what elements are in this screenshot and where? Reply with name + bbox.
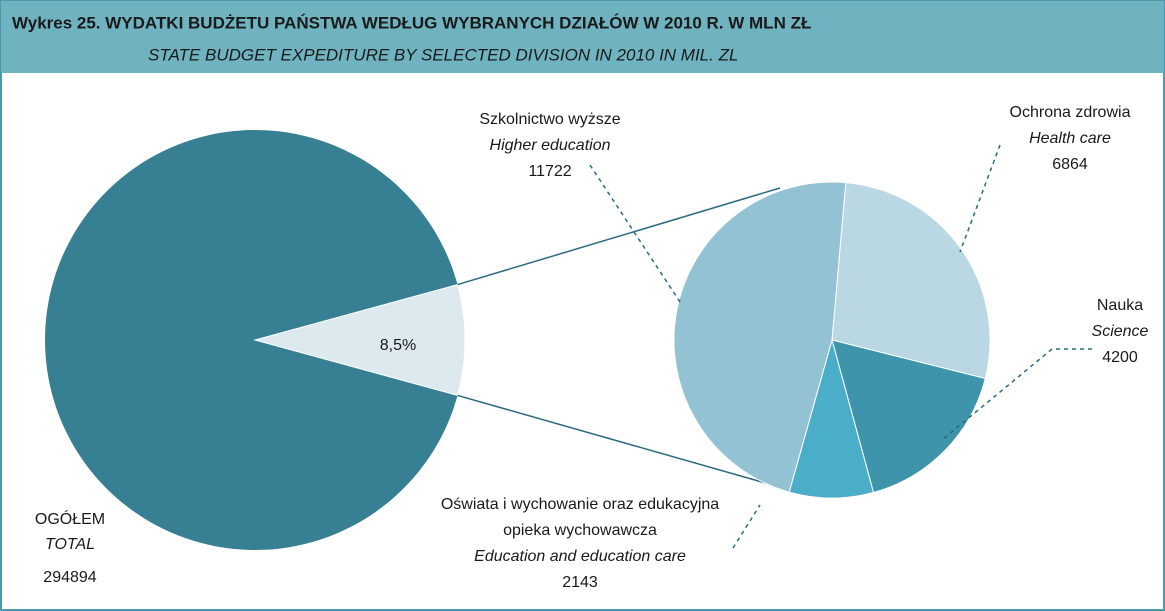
chart-subtitle: STATE BUDGET EXPEDITURE BY SELECTED DIVI… [148, 45, 738, 64]
slice-name: Ochrona zdrowia [1010, 104, 1131, 121]
slice-name: Health care [1029, 130, 1111, 147]
pie-slice [253, 283, 466, 397]
connector [457, 187, 781, 286]
slice-name: Science [1092, 323, 1149, 340]
pie-slice [831, 339, 986, 494]
slice-label: 8,5% [380, 337, 416, 354]
total-label: TOTAL [45, 536, 95, 553]
slice-name: Education and education care [474, 548, 686, 565]
pie-slice [45, 130, 458, 550]
slice-name: Higher education [490, 137, 611, 154]
leader-line [589, 164, 683, 306]
slice-name: Nauka [1097, 297, 1143, 314]
chart-title: Wykres 25. WYDATKI BUDŻETU PAŃSTWA WEDŁU… [12, 13, 811, 32]
slice-value: 4200 [1102, 349, 1138, 366]
total-value: 294894 [43, 569, 96, 586]
title-bar [1, 1, 1164, 73]
leader-line [732, 504, 761, 549]
pie-slice [788, 338, 875, 499]
slice-value: 11722 [528, 163, 571, 180]
slice-name: Szkolnictwo wyższe [479, 111, 620, 128]
leader-line [959, 144, 1001, 253]
slice-value: 6864 [1052, 156, 1088, 173]
total-label: OGÓŁEM [35, 509, 105, 528]
slice-name: opieka wychowawcza [503, 522, 657, 539]
slice-name: Oświata i wychowanie oraz edukacyjna [441, 496, 719, 513]
connector [457, 394, 791, 491]
slice-value: 2143 [562, 574, 598, 591]
leader-line [941, 348, 1092, 441]
pie-slice [831, 182, 991, 380]
pie-slice [673, 181, 847, 493]
